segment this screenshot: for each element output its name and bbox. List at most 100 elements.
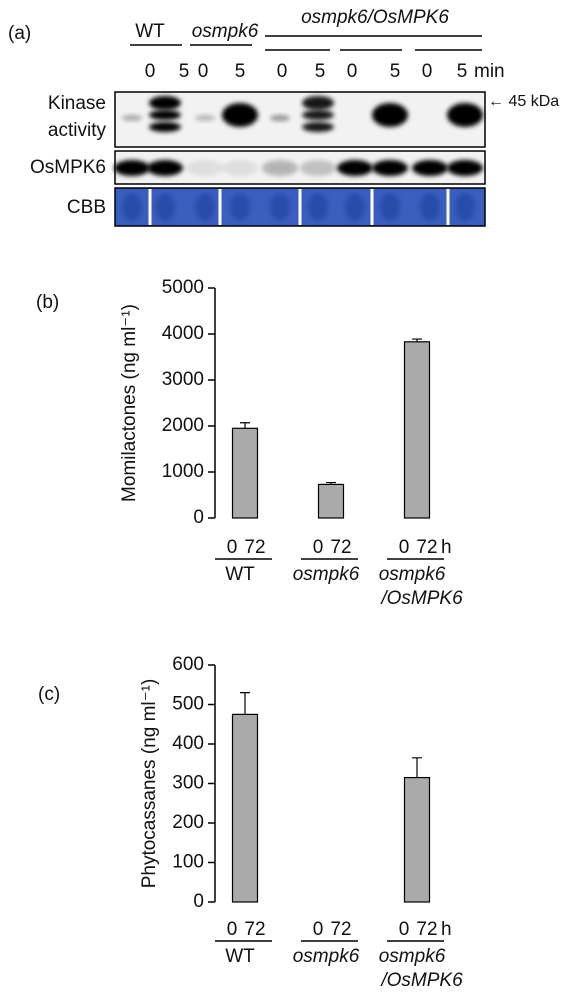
- band: [302, 122, 334, 132]
- cbb-band: [420, 193, 440, 221]
- y-tick-label: 400: [172, 733, 204, 754]
- time-label: 0: [422, 61, 433, 82]
- band: [187, 160, 223, 176]
- bar: [233, 428, 258, 518]
- row-label: activity: [48, 120, 107, 141]
- error-bar: [240, 423, 250, 429]
- x-tick-label: 72: [244, 919, 265, 940]
- time-label: 0: [198, 61, 209, 82]
- cbb-band: [195, 193, 215, 221]
- band: [149, 122, 181, 132]
- row-label: CBB: [67, 197, 106, 218]
- x-unit: h: [441, 919, 452, 940]
- band: [372, 160, 408, 176]
- x-tick-label: 72: [330, 537, 351, 558]
- band: [222, 160, 258, 176]
- band: [300, 160, 336, 176]
- x-tick-label: 72: [244, 537, 265, 558]
- band: [302, 96, 334, 110]
- group-label: osmpk6: [293, 946, 360, 967]
- time-label: 5: [457, 61, 468, 82]
- band: [149, 96, 181, 110]
- x-tick-label: 0: [227, 919, 238, 940]
- cbb-band: [230, 193, 250, 221]
- y-axis-label: Momilactones (ng ml⁻¹): [119, 304, 140, 502]
- band: [447, 103, 483, 127]
- panel-label: (c): [38, 684, 60, 705]
- y-tick-label: 300: [172, 773, 204, 794]
- x-tick-label: 0: [313, 919, 324, 940]
- band: [337, 160, 373, 176]
- band: [149, 110, 181, 120]
- cbb-band: [122, 193, 142, 221]
- band: [114, 160, 150, 176]
- x-tick-label: 0: [313, 537, 324, 558]
- y-tick-label: 0: [193, 507, 204, 528]
- time-label: 5: [390, 61, 401, 82]
- bar: [233, 714, 258, 902]
- cbb-band: [380, 193, 400, 221]
- x-tick-label: 0: [399, 919, 410, 940]
- cbb-band: [345, 193, 365, 221]
- time-unit: min: [474, 61, 505, 82]
- y-tick-label: 100: [172, 852, 204, 873]
- y-tick-label: 600: [172, 654, 204, 675]
- x-tick-label: 72: [416, 537, 437, 558]
- bar: [319, 484, 344, 518]
- group-label: /OsMPK6: [379, 970, 463, 991]
- band: [412, 160, 448, 176]
- x-tick-label: 72: [330, 919, 351, 940]
- blot-panel: [114, 92, 485, 226]
- x-unit: h: [441, 537, 452, 558]
- y-tick-label: 500: [172, 694, 204, 715]
- time-label: 0: [277, 61, 288, 82]
- y-tick-label: 2000: [162, 415, 204, 436]
- y-tick-label: 200: [172, 812, 204, 833]
- panel-label: (a): [8, 23, 31, 44]
- cbb-band: [270, 193, 290, 221]
- figure: (a)WTosmpk6osmpk6/OsMPK60505050505minKin…: [0, 0, 586, 999]
- row-label: OsMPK6: [30, 157, 106, 178]
- band: [195, 115, 215, 121]
- group-label: WT: [225, 564, 255, 585]
- group-label: osmpk6: [192, 21, 259, 42]
- y-tick-label: 5000: [162, 277, 204, 298]
- y-tick-label: 4000: [162, 323, 204, 344]
- panel-label: (b): [36, 292, 59, 313]
- x-tick-label: 0: [399, 537, 410, 558]
- row-label: Kinase: [48, 93, 106, 114]
- time-label: 5: [315, 61, 326, 82]
- y-tick-label: 0: [193, 891, 204, 912]
- band: [302, 110, 334, 120]
- time-label: 5: [179, 61, 190, 82]
- band: [447, 160, 483, 176]
- error-bar: [240, 693, 250, 715]
- x-tick-label: 72: [416, 919, 437, 940]
- cbb-band: [308, 193, 328, 221]
- band: [372, 103, 408, 127]
- cbb-band: [455, 193, 475, 221]
- group-label: osmpk6: [379, 564, 446, 585]
- group-label: osmpk6: [379, 946, 446, 967]
- group-label: WT: [135, 21, 165, 42]
- group-label: osmpk6/OsMPK6: [301, 7, 449, 28]
- y-tick-label: 3000: [162, 369, 204, 390]
- time-label: 0: [347, 61, 358, 82]
- group-label: WT: [225, 946, 255, 967]
- y-axis-label: Phytocassanes (ng ml⁻¹): [139, 679, 160, 889]
- time-label: 0: [145, 61, 156, 82]
- bar: [405, 778, 430, 902]
- band: [147, 160, 183, 176]
- y-tick-label: 1000: [162, 461, 204, 482]
- band: [270, 115, 290, 121]
- group-label: /OsMPK6: [379, 588, 463, 609]
- error-bar: [412, 758, 422, 778]
- size-marker: ← 45 kDa: [488, 93, 559, 110]
- bar: [405, 342, 430, 518]
- time-label: 5: [235, 61, 246, 82]
- group-label: osmpk6: [293, 564, 360, 585]
- band: [222, 103, 258, 127]
- cbb-band: [155, 193, 175, 221]
- x-tick-label: 0: [227, 537, 238, 558]
- band: [122, 115, 142, 121]
